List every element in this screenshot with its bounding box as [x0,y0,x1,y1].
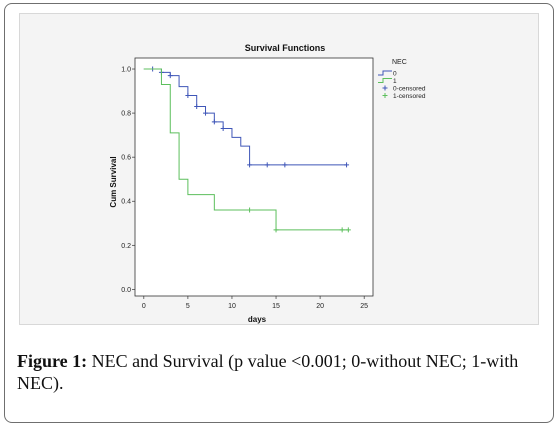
series-0-censor-mark [220,126,226,132]
series-1-censor-mark [273,227,279,233]
plot-area [134,57,374,297]
series-1-censor-mark [339,227,345,233]
caption-label: Figure 1: [17,351,88,371]
y-tick-label: 1.0 [121,67,131,74]
y-tick-label: 0.2 [121,243,131,250]
axes: 0 5 10 15 20 25 0.0 0.2 0.4 0.6 0.8 1.0 [121,57,374,310]
x-axis-label: days [248,315,267,324]
series-1-censor-mark [247,207,253,213]
series-0-censor-mark [203,110,209,116]
series-0-censor-mark [194,103,200,109]
y-tick-label: 0.8 [121,111,131,118]
series-1-censor-mark [345,227,351,233]
series-0-censor-mark [167,73,173,79]
series-0-censor-mark [247,162,253,168]
series-0-censor-mark [185,92,191,98]
series-0-censor-mark [211,119,217,125]
x-tick-label: 15 [272,303,280,310]
legend-swatch-censor [382,93,388,98]
chart-panel: Survival Functions days Cum Survival 0 5 1… [19,13,539,325]
series-0-censor-mark [282,162,288,168]
legend-entry-label: 0 [393,71,397,78]
chart-title: Survival Functions [245,43,326,53]
y-tick-label: 0.0 [121,287,131,294]
x-tick-label: 10 [228,303,236,310]
x-tick-label: 5 [186,303,190,310]
figure-caption: Figure 1: NEC and Survival (p value <0.0… [17,350,557,394]
legend-entry-label: 0-censored [393,86,426,93]
legend-swatch-line [378,70,392,76]
legend-swatch-censor [382,85,388,91]
x-tick-label: 20 [316,303,324,310]
legend-entry-label: 1-censored [393,93,426,100]
series-0-censor-mark [264,162,270,168]
legend-entry-label: 1 [393,78,397,85]
y-tick-label: 0.6 [121,155,131,162]
series-0-censor-mark [344,162,350,168]
caption-text: NEC and Survival (p value <0.001; 0-with… [17,351,519,393]
series-layer [143,66,351,233]
x-tick-label: 0 [142,303,146,310]
series-1-line [143,68,349,231]
legend-swatch-line [378,78,392,83]
survival-chart: Survival Functions days Cum Survival 0 5 1… [109,43,426,324]
legend-title: NEC [392,59,407,66]
figure-frame: Survival Functions days Cum Survival 0 5 1… [4,3,554,423]
y-axis-label: Cum Survival [109,156,118,207]
x-tick-label: 25 [360,303,368,310]
y-tick-label: 0.4 [121,199,131,206]
